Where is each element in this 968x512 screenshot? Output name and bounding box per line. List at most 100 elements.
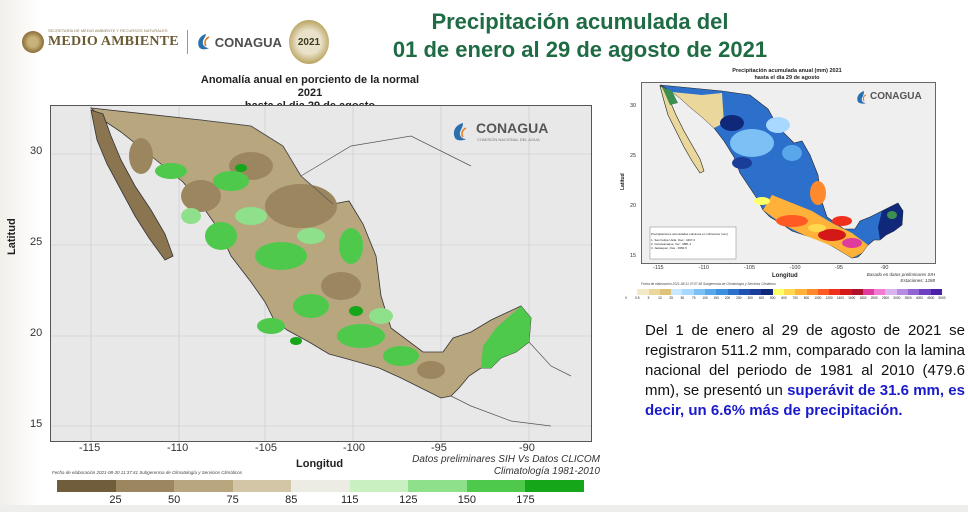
- y-tick-label: 25: [30, 236, 43, 248]
- summary-text-main: Del 1 de enero al 29 de agosto de 2021 s…: [645, 322, 965, 399]
- precip-map-elaboracion: Fecha de elaboración 2021-08-31 07:07:48…: [641, 282, 776, 286]
- anomaly-map-watermark-sub: COMISIÓN NACIONAL DEL AGUA: [477, 137, 540, 142]
- logo-bar: MEDIO AMBIENTE CONAGUA: [22, 22, 282, 62]
- source-line2: Estaciones: 1288: [900, 278, 935, 283]
- legend-label: 100: [702, 296, 708, 300]
- x-tick-label: -100: [343, 442, 366, 454]
- legend-swatch: [727, 289, 739, 295]
- summary-text: Del 1 de enero al 29 de agosto de 2021 s…: [645, 321, 965, 421]
- anomaly-map-title-line1: Anomalía anual en porciento de la normal…: [200, 74, 420, 99]
- source-line1: Basado en datos preliminares SIH: [866, 272, 935, 277]
- legend-swatch: [626, 289, 638, 295]
- x-tick-label: -95: [431, 442, 447, 454]
- legend-label: 400: [758, 296, 765, 300]
- legend-label: 700: [792, 296, 798, 300]
- legend-swatch: [671, 289, 683, 295]
- semarnat-emblem-icon: [22, 31, 44, 53]
- max-legend-item: 1. San Felipe Usila, Oax.: 4497.2: [651, 238, 696, 242]
- precip-map: CONAGUA: [641, 82, 936, 264]
- precip-map-title-line2: hasta el dia 29 de agosto: [754, 75, 820, 81]
- y-tick-label: 30: [30, 145, 43, 157]
- legend-swatch: [716, 289, 728, 295]
- legend-label: 50: [680, 296, 685, 300]
- legend-swatch: [57, 480, 116, 492]
- legend-label: 1600: [848, 296, 856, 300]
- legend-swatch: [115, 480, 175, 492]
- x-tick-label: -105: [744, 265, 756, 271]
- org-conagua: CONAGUA: [214, 34, 282, 50]
- anomaly-map-watermark: CONAGUA: [476, 120, 549, 136]
- legend-label: 150: [457, 494, 477, 506]
- legend-swatch: [693, 289, 705, 295]
- legend-label: 1800: [859, 296, 867, 300]
- legend-label: 25: [109, 494, 122, 506]
- x-tick-label: -115: [653, 265, 664, 271]
- precip-map-svg: [649, 84, 904, 260]
- legend-label: 800: [803, 296, 810, 300]
- legend-swatch: [637, 289, 649, 295]
- legend-swatch: [874, 289, 886, 295]
- precip-map-title-line1: Precipitación acumulada anual (mm) 2021: [732, 68, 842, 74]
- x-tick-label: -95: [835, 265, 843, 271]
- legend-label: 115: [340, 494, 359, 506]
- anomaly-map-watermark-icon: [453, 123, 467, 141]
- legend-label: 300: [747, 296, 753, 300]
- legend-swatch: [761, 289, 773, 295]
- legend-swatch: [772, 289, 784, 295]
- legend-swatch: [174, 480, 233, 492]
- legend-label: 500: [770, 296, 776, 300]
- precip-map-watermark: CONAGUA: [870, 91, 922, 102]
- anomaly-map-credits: Datos preliminares SIH Vs Datos CLICOM C…: [400, 454, 600, 478]
- y-tick-label: 15: [630, 253, 637, 259]
- legend-label: 3500: [904, 296, 912, 300]
- legend-swatch: [806, 289, 818, 295]
- legend-label: 200: [724, 296, 731, 300]
- legend-label: 0: [625, 296, 627, 300]
- side-gradient: [0, 0, 40, 512]
- legend-label: 600: [781, 296, 787, 300]
- legend-label: 1400: [836, 296, 844, 300]
- legend-swatch: [930, 289, 942, 295]
- anomaly-map-elaboracion: Fecha de elaboración 2021-08-30 11:37:41…: [52, 470, 243, 475]
- y-tick-label: 30: [630, 103, 637, 109]
- org-medio-ambiente-sub: SECRETARÍA DE MEDIO AMBIENTE Y RECURSOS …: [48, 28, 168, 33]
- precip-map-source: Basado en datos preliminares SIH Estacio…: [820, 272, 935, 284]
- legend-swatch: [817, 289, 830, 295]
- legend-label: 10: [658, 296, 662, 300]
- y-tick-label: 20: [630, 203, 637, 209]
- legend-swatch: [291, 480, 350, 492]
- anomaly-map-legend: [57, 480, 584, 492]
- precip-map-legend: [626, 289, 942, 295]
- bottom-strip: [0, 505, 968, 512]
- y-tick-label: 20: [30, 327, 43, 339]
- legend-swatch: [885, 289, 897, 295]
- x-tick-label: -115: [79, 442, 101, 454]
- y-tick-label: 15: [30, 418, 43, 430]
- legend-label: 175: [516, 494, 535, 506]
- y-tick-label: 25: [630, 153, 637, 159]
- credits-line2: Climatología 1981-2010: [493, 466, 600, 477]
- legend-label: 5: [647, 296, 650, 300]
- x-tick-label: -110: [698, 265, 710, 271]
- logo-divider: [186, 30, 188, 54]
- credits-line1: Datos preliminares SIH Vs Datos CLICOM: [412, 454, 600, 465]
- legend-label: 125: [399, 494, 418, 506]
- summary-text-highlight: superávit de 31.6 mm, es decir, un 6.6% …: [645, 382, 965, 419]
- legend-swatch: [862, 289, 875, 295]
- legend-swatch: [408, 480, 467, 492]
- anomaly-map-ylabel: Latitud: [6, 218, 18, 255]
- legend-swatch: [659, 289, 672, 295]
- legend-label: 85: [285, 494, 298, 506]
- x-tick-label: -90: [880, 265, 889, 271]
- legend-label: 75: [691, 296, 696, 300]
- legend-swatch: [349, 480, 409, 492]
- legend-swatch: [525, 480, 584, 492]
- legend-swatch: [682, 289, 694, 295]
- legend-swatch: [840, 289, 852, 295]
- legend-label: 1200: [825, 296, 833, 300]
- legend-label: 0.5: [635, 296, 640, 300]
- legend-swatch: [851, 289, 863, 295]
- max-legend-title: Precipitaciones acumuladas máximas en mi…: [651, 232, 728, 236]
- precip-map-xlabel: Longitud: [772, 273, 798, 279]
